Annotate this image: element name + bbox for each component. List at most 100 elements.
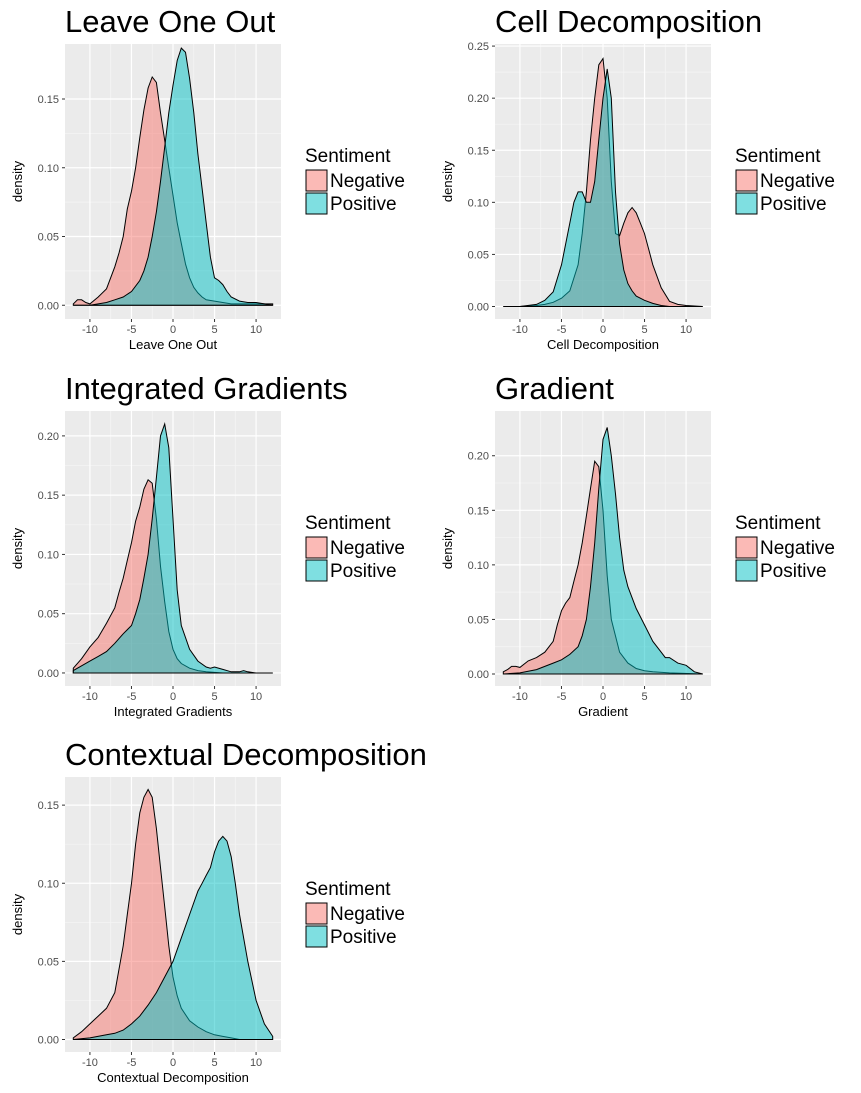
y-tick-label: 0.15: [38, 800, 59, 812]
legend-label: Positive: [760, 561, 827, 582]
x-tick-label: 10: [680, 691, 692, 703]
legend-label: Negative: [760, 171, 835, 192]
x-tick-label: -5: [127, 691, 137, 703]
x-axis-label: Integrated Gradients: [114, 704, 233, 719]
y-tick-label: 0.15: [38, 94, 59, 106]
x-tick-label: -10: [82, 691, 98, 703]
legend-key-positive: [735, 559, 758, 582]
chart-svg: Contextual Decomposition-10 -5 0 5 100.000.0…: [10, 737, 427, 1085]
chart-panel: Leave One Out -10 -5 0 5 10 0.00 0.05 0.10 0.15 Le…: [0, 0, 430, 360]
x-tick-label: 0: [600, 324, 606, 336]
x-tick-label: 10: [250, 691, 262, 703]
legend-label: Negative: [330, 171, 405, 192]
y-tick-label: 0.10: [468, 197, 489, 209]
y-tick-label: 0.00: [468, 669, 489, 681]
density-area-positive: [73, 835, 274, 1040]
y-axis-label: density: [440, 527, 455, 569]
legend-key-negative: [305, 169, 328, 192]
y-tick-label: 0.10: [38, 163, 59, 175]
chart-panel: Integrated Gradients -10 -5 0 5 10 0.00 0.05 0.1…: [0, 367, 430, 727]
legend-label: Negative: [330, 904, 405, 925]
y-tick-label: 0.15: [38, 490, 59, 502]
x-tick-label: 0: [170, 691, 176, 703]
y-axis-label: density: [10, 893, 25, 935]
legend-key-positive: [305, 192, 328, 215]
legend-title: Sentiment: [305, 513, 391, 534]
legend-key-positive: [735, 192, 758, 215]
chart-svg: Gradient -10 -5 0 5 10 0.00 0.05 0.10 0.15 0.20 Gra…: [440, 371, 835, 719]
legend-label: Positive: [330, 194, 397, 215]
density-area-positive: [73, 47, 273, 306]
chart-svg: Leave One Out -10 -5 0 5 10 0.00 0.05 0.10 0.15 Le…: [10, 4, 405, 352]
y-axis-label: density: [10, 527, 25, 569]
y-tick-label: 0.00: [38, 1035, 59, 1047]
density-area-positive: [72, 422, 273, 674]
y-tick-label: 0.05: [468, 614, 489, 626]
x-tick-label: -10: [82, 1057, 98, 1069]
legend-key-negative: [305, 536, 328, 559]
chart-svg: Integrated Gradients -10 -5 0 5 10 0.00 0.05 0.1…: [10, 371, 405, 719]
legend-title: Sentiment: [305, 879, 391, 900]
density-area-positive: [503, 68, 703, 307]
x-tick-label: 10: [680, 324, 692, 336]
chart-title: Gradient: [495, 371, 614, 406]
chart-panel: Cell Decomposition -10 -5 0 5 10 0.00 0.05 0.10 0…: [430, 0, 860, 360]
x-tick-label: 5: [211, 691, 217, 703]
x-tick-label: 5: [211, 1057, 217, 1069]
chart-title: Integrated Gradients: [65, 371, 348, 406]
y-tick-label: 0.05: [38, 232, 59, 244]
x-tick-label: 5: [641, 324, 647, 336]
y-tick-label: 0.20: [468, 93, 489, 105]
chart-panel: Contextual Decomposition -10 -5 0 5 10 0.00 0.0…: [0, 733, 430, 1093]
x-tick-label: -10: [512, 324, 528, 336]
y-tick-label: 0.00: [38, 668, 59, 680]
x-tick-label: -5: [127, 324, 137, 336]
y-tick-label: 0.25: [468, 41, 489, 53]
legend-key-positive: [305, 559, 328, 582]
legend-label: Positive: [760, 194, 827, 215]
y-tick-label: 0.20: [38, 431, 59, 443]
x-axis-label: Leave One Out: [129, 337, 218, 352]
y-tick-label: 0.00: [38, 300, 59, 312]
legend-key-negative: [735, 169, 758, 192]
y-axis-label: density: [440, 160, 455, 202]
x-tick-label: 0: [600, 691, 606, 703]
chart-title: Contextual Decomposition: [65, 737, 427, 772]
legend-label: Negative: [330, 538, 405, 559]
x-tick-label: -5: [557, 324, 567, 336]
x-tick-label: 5: [211, 324, 217, 336]
x-tick-label: 10: [250, 1057, 262, 1069]
x-tick-label: -10: [512, 691, 528, 703]
chart-svg: Cell Decomposition -10 -5 0 5 10 0.00 0.05 0.10 0…: [440, 4, 835, 352]
y-tick-label: 0.05: [38, 609, 59, 621]
y-tick-label: 0.15: [468, 145, 489, 157]
y-tick-label: 0.05: [38, 956, 59, 968]
y-tick-label: 0.10: [38, 549, 59, 561]
y-tick-label: 0.00: [468, 302, 489, 314]
x-axis-label: Contextual Decomposition: [97, 1070, 249, 1085]
y-tick-label: 0.10: [38, 878, 59, 890]
x-axis-label: Cell Decomposition: [547, 337, 659, 352]
y-tick-label: 0.10: [468, 560, 489, 572]
x-tick-label: 5: [641, 691, 647, 703]
chart-panel: Gradient -10 -5 0 5 10 0.00 0.05 0.10 0.15 0.20 Gra…: [430, 367, 860, 727]
x-tick-label: -5: [557, 691, 567, 703]
x-tick-label: 0: [170, 324, 176, 336]
legend-title: Sentiment: [305, 146, 391, 167]
legend-key-positive: [305, 925, 328, 948]
legend-title: Sentiment: [735, 513, 821, 534]
x-tick-label: -10: [82, 324, 98, 336]
x-axis-label: Gradient: [578, 704, 628, 719]
legend-label: Positive: [330, 927, 397, 948]
y-axis-label: density: [10, 160, 25, 202]
legend-key-negative: [305, 902, 328, 925]
x-tick-label: -5: [127, 1057, 137, 1069]
density-area-positive: [503, 427, 703, 675]
y-tick-label: 0.15: [468, 505, 489, 517]
x-tick-label: 0: [170, 1057, 176, 1069]
legend-key-negative: [735, 536, 758, 559]
chart-title: Leave One Out: [65, 4, 276, 39]
chart-title: Cell Decomposition: [495, 4, 762, 39]
legend-label: Positive: [330, 561, 397, 582]
legend-title: Sentiment: [735, 146, 821, 167]
